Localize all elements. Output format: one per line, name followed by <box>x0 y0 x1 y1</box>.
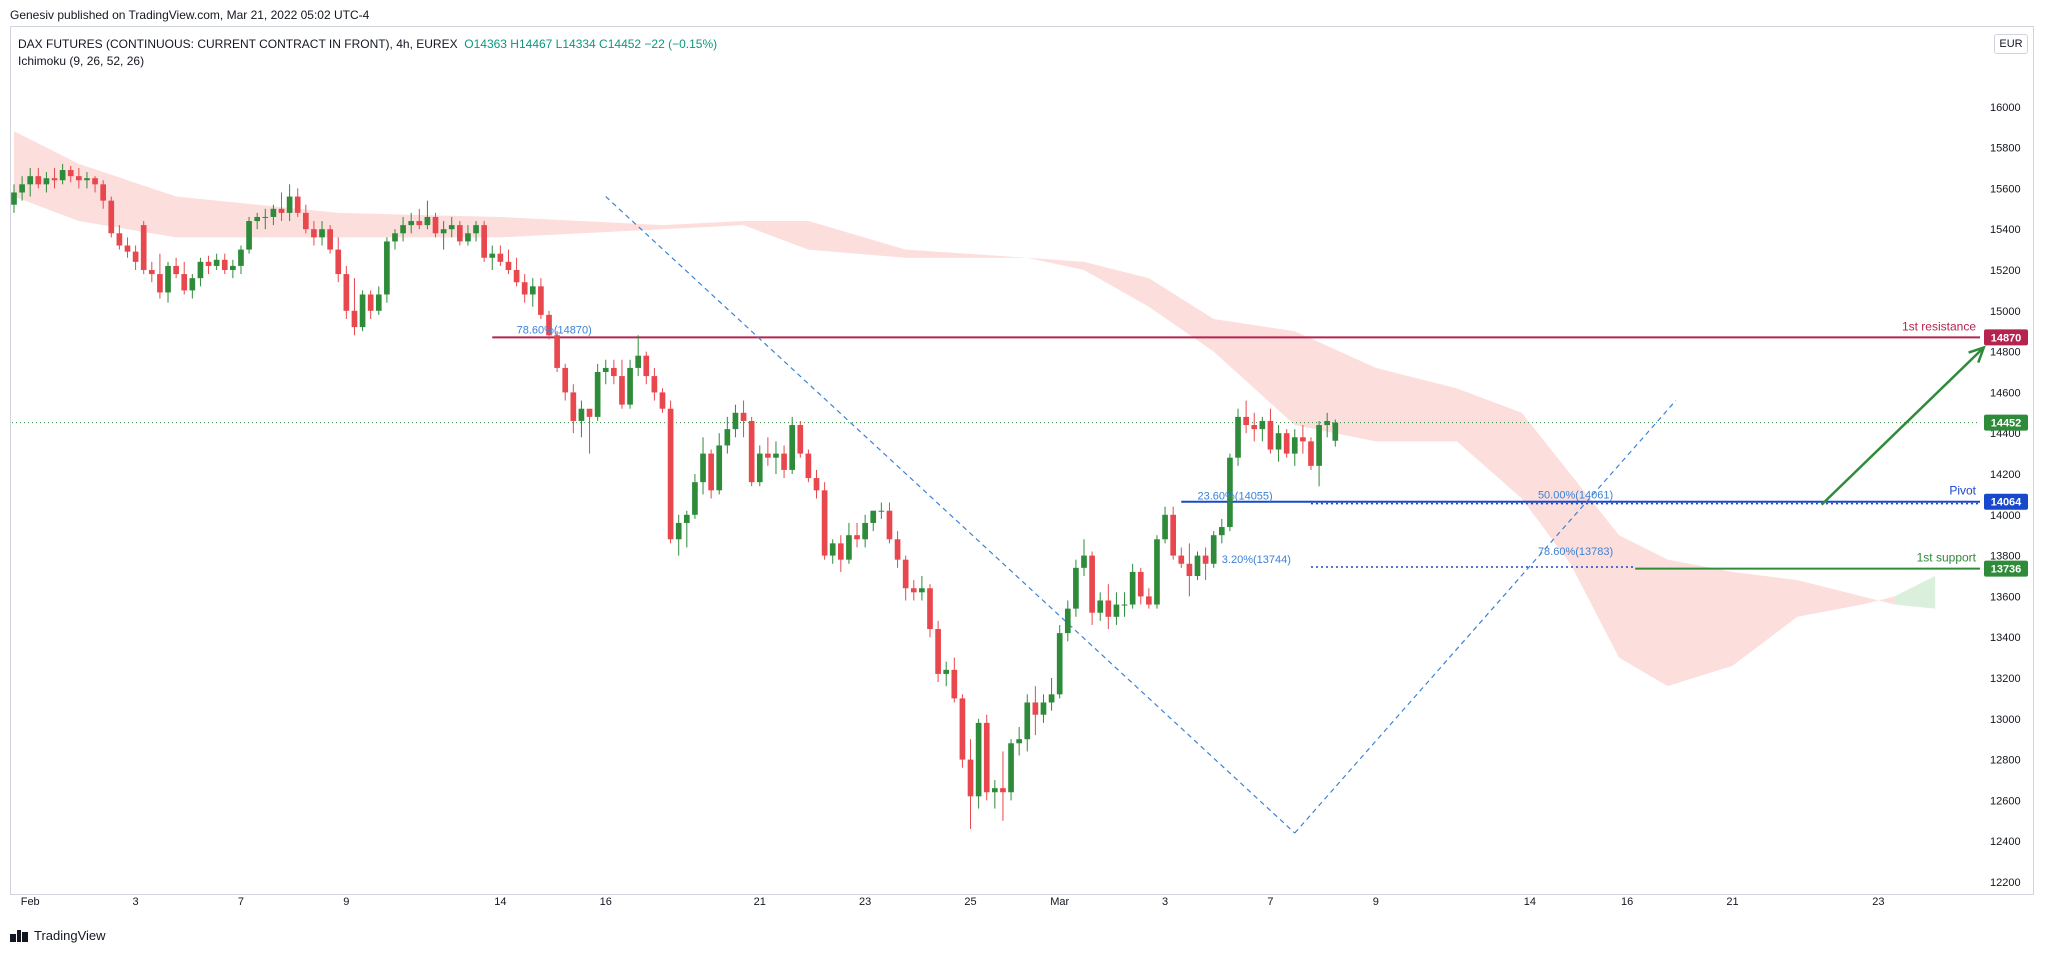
indicator-label[interactable]: Ichimoku (9, 26, 52, 26) <box>18 54 145 68</box>
tradingview-logo-icon <box>10 929 28 942</box>
tradingview-logo[interactable]: TradingView <box>10 928 106 943</box>
x-tick-label: 7 <box>238 896 244 908</box>
chart-frame[interactable] <box>10 26 2034 895</box>
x-tick-label: 9 <box>343 896 349 908</box>
x-tick-label: Mar <box>1050 896 1069 908</box>
x-tick-label: 9 <box>1373 896 1379 908</box>
currency-button[interactable]: EUR <box>1994 34 2028 54</box>
x-tick-label: 7 <box>1267 896 1273 908</box>
x-tick-label: 16 <box>600 896 612 908</box>
x-tick-label: 3 <box>1162 896 1168 908</box>
tradingview-logo-text: TradingView <box>34 928 106 943</box>
x-tick-label: 3 <box>133 896 139 908</box>
x-tick-label: 23 <box>859 896 871 908</box>
chart-legend: DAX FUTURES (CONTINUOUS: CURRENT CONTRAC… <box>18 36 717 70</box>
x-tick-label: 14 <box>494 896 506 908</box>
x-tick-label: 21 <box>1726 896 1738 908</box>
publisher-line: Genesiv published on TradingView.com, Ma… <box>10 8 370 22</box>
x-tick-label: 14 <box>1524 896 1536 908</box>
x-tick-label: 23 <box>1872 896 1884 908</box>
x-tick-label: Feb <box>21 896 40 908</box>
x-tick-label: 16 <box>1621 896 1633 908</box>
x-tick-label: 21 <box>754 896 766 908</box>
symbol-title[interactable]: DAX FUTURES (CONTINUOUS: CURRENT CONTRAC… <box>18 37 458 51</box>
ohlc-values: O14363 H14467 L14334 C14452 −22 (−0.15%) <box>464 37 718 51</box>
x-tick-label: 25 <box>964 896 976 908</box>
